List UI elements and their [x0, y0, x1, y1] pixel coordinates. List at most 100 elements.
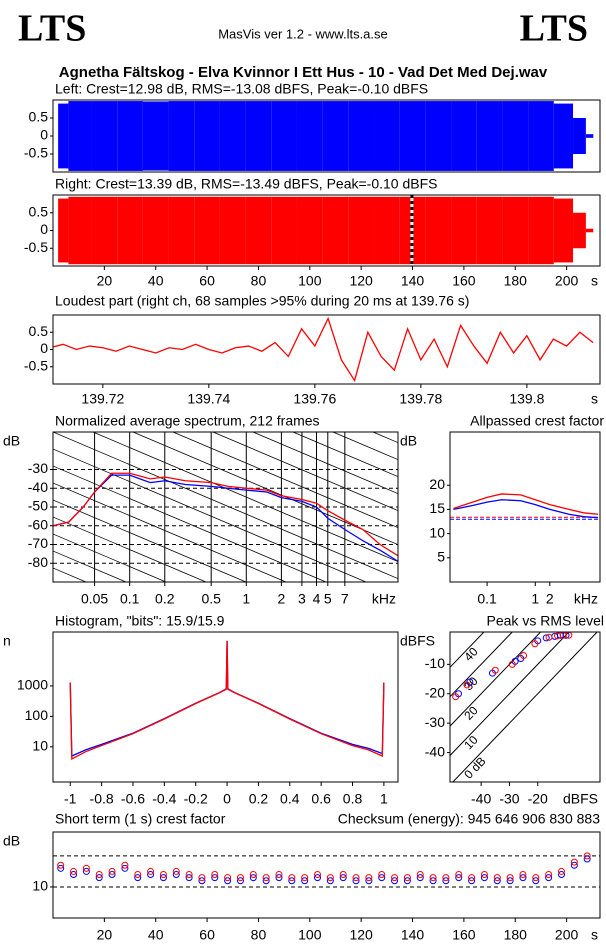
point: [211, 874, 219, 882]
plot-area: [450, 493, 600, 520]
y-tick-label: 5: [437, 549, 445, 565]
y-tick-label: 20: [429, 476, 445, 492]
crest-line-label: 40: [461, 644, 481, 664]
point: [403, 877, 411, 885]
series-line: [53, 316, 594, 383]
plot-frame: [449, 431, 601, 583]
point: [403, 874, 411, 882]
waveform-segment: [585, 228, 594, 233]
point: [121, 861, 129, 869]
x-unit: dBFS: [563, 791, 598, 807]
x-tick-label: 1: [531, 591, 539, 607]
x-tick-label: 160: [452, 927, 476, 943]
waveform-segment: [553, 198, 574, 263]
x-tick-label: 139.72: [81, 391, 124, 407]
x-tick-label: 0.6: [311, 791, 331, 807]
series-line: [69, 640, 385, 761]
x-unit: kHz: [372, 591, 396, 607]
waveform-segment: [91, 196, 118, 265]
waveform-segment: [296, 196, 323, 265]
waveform-segment: [271, 101, 297, 171]
point: [365, 877, 373, 885]
x-tick-label: 7: [341, 591, 349, 607]
panel-title: Left: Crest=12.98 dB, RMS=-13.08 dBFS, P…: [55, 81, 428, 97]
x-tick-label: 100: [298, 273, 322, 289]
x-tick-label: 2: [546, 591, 554, 607]
waveform-segment: [168, 101, 195, 171]
y-tick-label: 10: [429, 524, 445, 540]
point: [147, 867, 155, 875]
x-tick-label: 4: [313, 591, 321, 607]
point: [275, 871, 283, 879]
y-tick-label: -30: [28, 460, 48, 476]
y-tick-label: -50: [28, 498, 48, 514]
panel-title: Allpassed crest factor: [470, 413, 604, 429]
y-tick-label: -40: [28, 479, 48, 495]
waveform-segment: [553, 103, 574, 169]
panel-title: Loudest part (right ch, 68 samples >95% …: [55, 293, 469, 309]
waveform-segment: [142, 196, 169, 265]
waveform-segment: [348, 101, 375, 171]
diagonal-guide: [53, 432, 398, 580]
waveform-segment: [168, 196, 195, 265]
x-tick-label: -0.2: [184, 791, 208, 807]
waveform-segment: [573, 118, 586, 154]
plot-frame: [52, 831, 601, 919]
diagonal-guide: [92, 432, 398, 563]
point: [506, 877, 514, 885]
point: [288, 877, 296, 885]
x-tick-label: 0.05: [81, 591, 108, 607]
waveform-segment: [245, 101, 272, 171]
point: [262, 874, 270, 882]
point: [108, 867, 116, 875]
waveform-segment: [117, 196, 143, 265]
diagonal-guide: [252, 432, 398, 495]
x-tick-label: 140: [401, 273, 425, 289]
x-tick-label: 180: [504, 273, 528, 289]
diagonal-guide: [292, 432, 398, 478]
panel-title: Peak vs RMS level: [487, 613, 604, 629]
point: [583, 852, 591, 860]
diagonal-guide: [53, 465, 327, 582]
point: [249, 871, 257, 879]
point: [108, 871, 116, 879]
diagonal-guide: [53, 516, 207, 582]
x-tick-label: 139.78: [399, 391, 442, 407]
waveform-segment: [528, 101, 554, 171]
x-unit: s: [591, 391, 598, 407]
point: [557, 871, 565, 879]
point: [339, 874, 347, 882]
point: [314, 871, 322, 879]
x-unit: s: [591, 927, 598, 943]
point: [314, 874, 322, 882]
point: [134, 871, 142, 879]
y-tick-label: 0.5: [29, 109, 49, 125]
point: [442, 877, 450, 885]
y-tick-label: -70: [28, 535, 48, 551]
x-tick-label: 200: [555, 273, 579, 289]
point: [121, 864, 129, 872]
point: [491, 666, 499, 674]
point: [211, 871, 219, 879]
logo-left: LTS: [18, 8, 86, 50]
x-unit: kHz: [574, 591, 598, 607]
x-tick-label: 120: [349, 927, 373, 943]
point: [95, 871, 103, 879]
point: [391, 874, 399, 882]
crest-line-label: 0 dB: [461, 754, 488, 781]
waveform-segment: [58, 198, 69, 263]
point: [416, 874, 424, 882]
point: [249, 874, 257, 882]
waveform-segment: [296, 101, 323, 171]
crest-line-label: 10: [461, 733, 481, 753]
panel-title: Short term (1 s) crest factor: [55, 811, 226, 827]
waveform-segment: [271, 196, 297, 265]
y-tick-label: 0.5: [29, 323, 49, 339]
point: [159, 874, 167, 882]
y-tick-label: -0.5: [24, 357, 48, 373]
y-unit: dBFS: [400, 633, 435, 649]
y-tick-label: -40: [425, 743, 445, 759]
x-tick-label: 3: [298, 591, 306, 607]
x-tick-label: 160: [452, 273, 476, 289]
